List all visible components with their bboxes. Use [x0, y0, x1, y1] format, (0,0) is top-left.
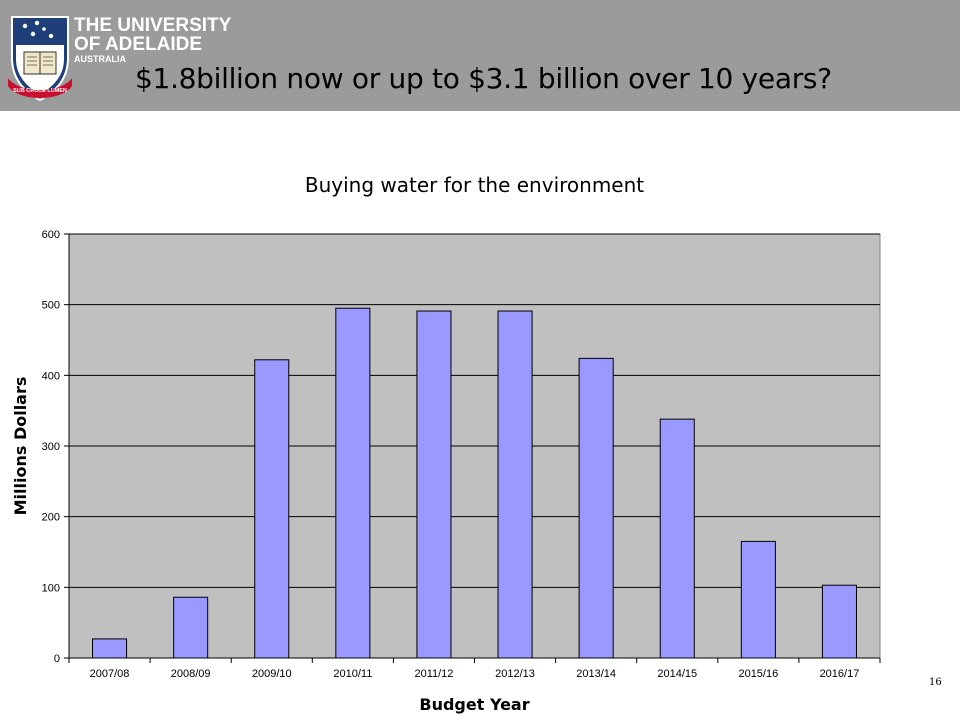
x-tick-label: 2016/17 [820, 668, 860, 680]
y-tick-label: 600 [42, 229, 60, 241]
x-tick-label: 2014/15 [657, 668, 697, 680]
x-axis-label: Budget Year [419, 695, 529, 714]
bar-2015-16 [740, 540, 776, 659]
university-name: THE UNIVERSITY OF ADELAIDE AUSTRALIA [74, 16, 231, 65]
university-name-line3: AUSTRALIA [74, 54, 126, 64]
y-tick-label: 0 [54, 653, 60, 665]
x-tick-label: 2012/13 [495, 668, 535, 680]
bar-2008-09 [173, 596, 209, 659]
university-crest-icon: SUB CRUCE LUMEN [8, 16, 72, 102]
chart-title: Buying water for the environment [305, 173, 644, 197]
slide-title: $1.8billion now or up to $3.1 billion ov… [135, 62, 832, 95]
x-tick-label: 2010/11 [333, 668, 372, 680]
x-tick-label: 2009/10 [252, 668, 292, 680]
university-name-line2: OF ADELAIDE [74, 34, 203, 55]
bar-2010-11 [335, 307, 371, 659]
y-tick-label: 300 [42, 441, 60, 453]
x-tick-label: 2007/08 [90, 668, 130, 680]
x-tick-label: 2013/14 [576, 668, 616, 680]
bar-2009-10 [254, 359, 290, 659]
bar-2012-13 [497, 310, 533, 659]
university-name-line1: THE UNIVERSITY [74, 15, 232, 36]
crest-motto: SUB CRUCE LUMEN [13, 88, 67, 94]
x-tick-label: 2015/16 [738, 668, 778, 680]
page-number: 16 [929, 677, 942, 688]
y-tick-label: 500 [42, 300, 60, 312]
y-axis-label: Millions Dollars [11, 377, 30, 516]
bar-2011-12 [416, 310, 452, 659]
x-tick-label: 2011/12 [414, 668, 453, 680]
bar-2016-17 [821, 584, 857, 659]
y-tick-label: 200 [42, 512, 60, 524]
bar-2014-15 [659, 418, 695, 659]
bar-2013-14 [578, 357, 614, 659]
x-tick-label: 2008/09 [171, 668, 211, 680]
y-tick-label: 400 [42, 370, 60, 382]
y-tick-label: 100 [42, 582, 60, 594]
slide-header: SUB CRUCE LUMEN THE UNIVERSITY OF ADELAI… [0, 0, 960, 111]
bar-2007-08 [92, 638, 128, 659]
